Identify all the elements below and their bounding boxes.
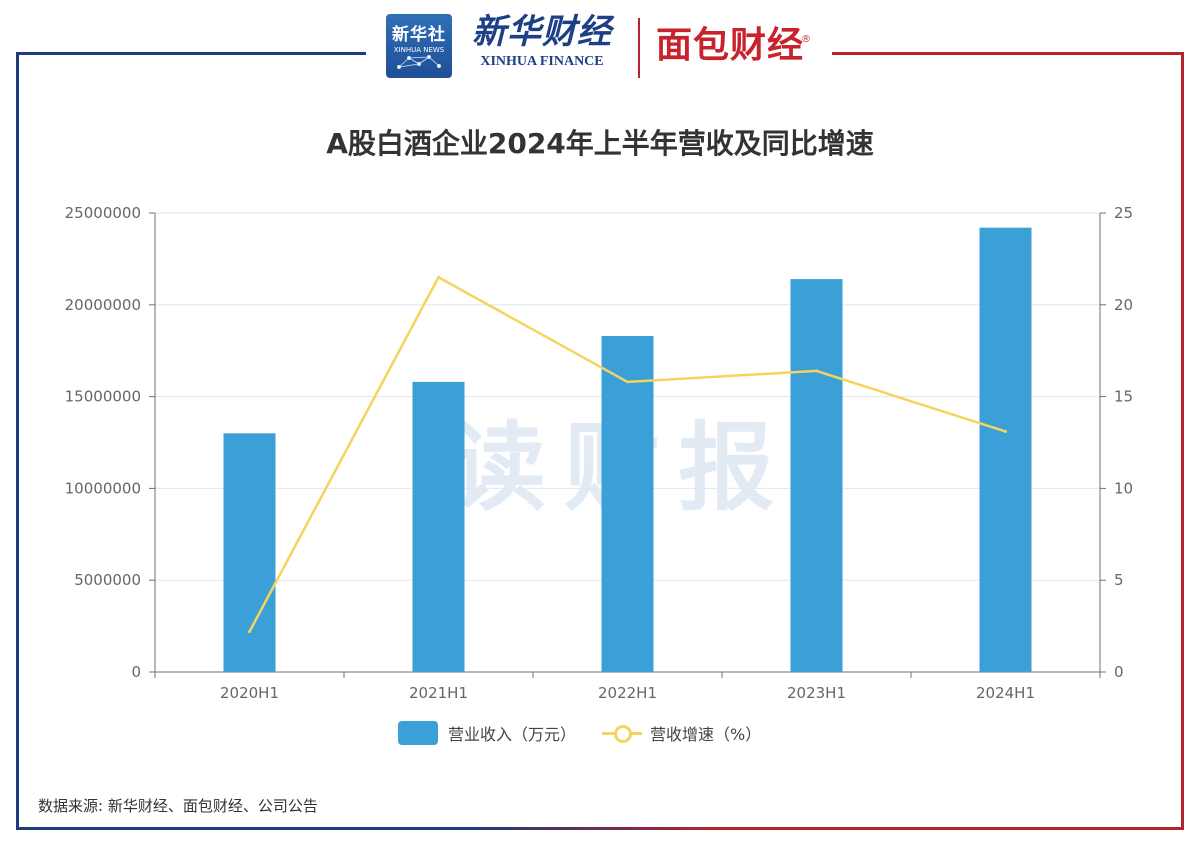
frame-bottom-border: [16, 827, 1184, 830]
bar-revenue: [979, 227, 1032, 673]
chart-legend: 营业收入（万元） 营收增速（%）: [398, 720, 761, 746]
xinhua-news-logo: 新华社 XINHUA NEWS: [386, 14, 452, 78]
frame-top-right-line: [832, 52, 1184, 55]
xinhua-finance-logo: 新华财经 XINHUA FINANCE: [462, 10, 622, 80]
y-right-tick-label: 25: [1114, 204, 1133, 222]
y-left-tick-label: 5000000: [74, 571, 141, 589]
y-right-tick-label: 20: [1114, 296, 1133, 314]
frame-top-left-line: [16, 52, 366, 55]
line-growth-point: [437, 275, 440, 279]
bar-revenue: [601, 336, 654, 672]
y-left-tick-label: 0: [131, 663, 141, 681]
x-tick-label: 2022H1: [598, 684, 657, 702]
bar-revenue: [412, 381, 465, 672]
legend-swatch-revenue[interactable]: [398, 721, 438, 745]
xinhua-logo-en: XINHUA NEWS: [393, 46, 445, 54]
line-growth-point: [248, 630, 251, 634]
bar-revenue: [790, 279, 843, 672]
frame-left-border: [16, 52, 19, 830]
legend-label-revenue[interactable]: 营业收入（万元）: [448, 725, 577, 744]
y-right-tick-label: 0: [1114, 663, 1124, 681]
mianbao-finance-text: 面包财经: [656, 25, 805, 66]
y-right-tick-label: 15: [1114, 388, 1133, 406]
logo-separator: [638, 18, 640, 78]
xinhua-finance-cn: 新华财经: [472, 12, 612, 52]
line-growth-point: [626, 380, 629, 384]
mianbao-finance-logo: 面包财经 ®: [656, 18, 811, 74]
data-source-note: 数据来源: 新华财经、面包财经、公司公告: [38, 797, 318, 815]
y-right-tick-label: 5: [1114, 571, 1124, 589]
y-left-tick-label: 10000000: [65, 479, 141, 497]
line-growth-point: [1004, 429, 1007, 433]
registered-mark: ®: [801, 34, 813, 45]
legend-label-growth[interactable]: 营收增速（%）: [650, 725, 762, 744]
bar-revenue: [223, 433, 276, 672]
legend-swatch-growth[interactable]: [602, 721, 643, 745]
y-left-tick-label: 25000000: [65, 204, 141, 222]
xinhua-finance-en: XINHUA FINANCE: [480, 54, 604, 69]
xinhua-logo-cn: 新华社: [392, 25, 446, 45]
y-left-tick-label: 20000000: [65, 296, 141, 314]
line-growth-point: [815, 369, 818, 373]
y-right-tick-label: 10: [1114, 479, 1133, 497]
x-tick-label: 2021H1: [409, 684, 468, 702]
y-left-tick-label: 15000000: [65, 388, 141, 406]
x-tick-label: 2020H1: [220, 684, 279, 702]
x-tick-label: 2023H1: [787, 684, 846, 702]
chart-title: A股白酒企业2024年上半年营收及同比增速: [326, 127, 874, 160]
frame-right-border: [1181, 52, 1184, 830]
network-globe-icon: [397, 55, 442, 69]
x-tick-label: 2024H1: [976, 684, 1035, 702]
